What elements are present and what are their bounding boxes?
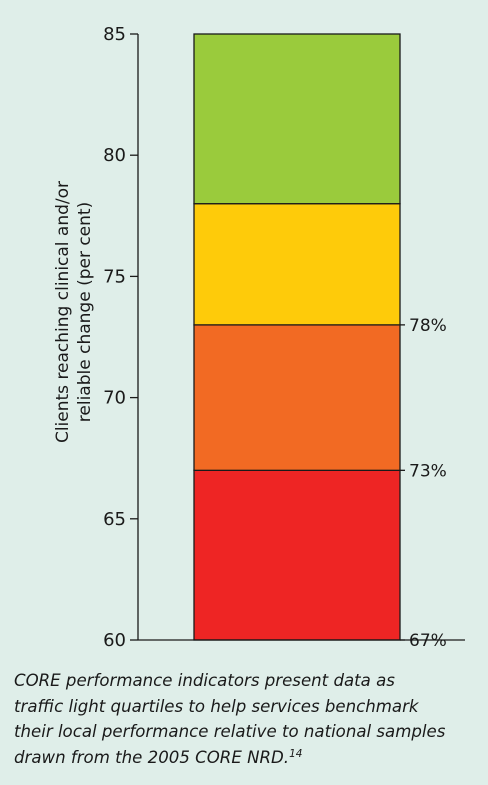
bar-segment-3 — [193, 203, 401, 326]
y-tick-label: 85 — [103, 24, 126, 45]
y-tick-label: 70 — [103, 388, 126, 409]
y-axis-ticks: 60 65 70 75 80 85 — [103, 24, 138, 651]
y-axis-title-line-1: Clients reaching clinical and/or — [53, 181, 73, 443]
band-label-1: 67% — [409, 631, 447, 651]
y-axis-title-line-2: reliable change (per cent) — [75, 202, 95, 422]
bar-segment-1 — [193, 469, 401, 641]
caption-line-3: their local performance relative to nati… — [14, 722, 446, 741]
caption-line-1: CORE performance indicators present data… — [14, 671, 395, 690]
y-axis-title: Clients reaching clinical and/or reliable… — [53, 181, 95, 443]
y-tick-label: 60 — [103, 630, 126, 651]
y-tick-label: 80 — [103, 145, 126, 166]
caption-line-2: traffic light quartiles to help services… — [14, 696, 419, 716]
figure-caption: CORE performance indicators present data… — [14, 668, 488, 770]
band-label-2: 73% — [409, 461, 447, 481]
band-label-3: 78% — [409, 316, 447, 336]
y-tick-label: 65 — [103, 509, 126, 530]
caption-line-4: drawn from the 2005 CORE NRD. — [14, 747, 290, 767]
stacked-bar — [193, 33, 401, 641]
caption-footnote-ref: 14 — [289, 747, 303, 760]
band-labels: 67% 73% 78% — [400, 316, 447, 651]
benchmark-chart: Clients reaching clinical and/or reliable… — [53, 24, 465, 651]
bar-segment-2 — [193, 324, 401, 471]
y-tick-label: 75 — [103, 266, 126, 287]
bar-segment-4 — [193, 33, 401, 205]
